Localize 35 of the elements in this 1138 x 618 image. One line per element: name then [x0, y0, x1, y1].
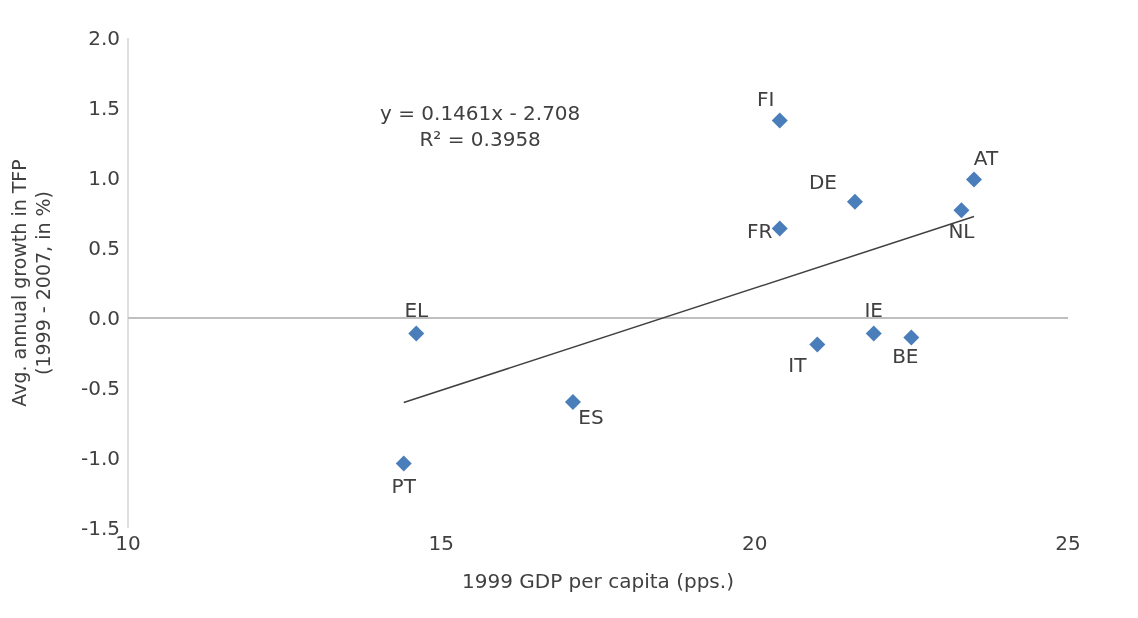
y-tick-label: 1.0 — [88, 166, 120, 191]
point — [903, 329, 920, 346]
x-axis-title: 1999 GDP per capita (pps.) — [462, 569, 734, 593]
y-tick-label: -1.0 — [80, 446, 120, 471]
y-tick-label: -0.5 — [80, 376, 120, 401]
point — [771, 220, 788, 237]
y-axis-title: Avg. annual growth in TFP (1999 - 2007, in %) — [8, 159, 54, 407]
annotation: NL — [948, 218, 976, 243]
point — [953, 202, 970, 219]
annotation: BE — [892, 344, 919, 369]
x-tick-label: 25 — [1055, 531, 1081, 556]
annotation: FI — [757, 87, 775, 112]
y-tick-label: 0.0 — [88, 306, 120, 331]
annotation: ES — [578, 404, 604, 429]
point — [865, 325, 882, 342]
annotation: EL — [404, 297, 430, 322]
annotation: y = 0.1461x - 2.708 R² = 0.3958 — [380, 100, 581, 152]
point — [846, 193, 863, 210]
y-tick-label: 2.0 — [88, 26, 120, 51]
annotation: AT — [973, 145, 999, 170]
y-tick-label: 0.5 — [88, 236, 120, 261]
annotation: IT — [788, 353, 808, 378]
annotation: DE — [808, 170, 837, 195]
point — [771, 112, 788, 129]
x-tick-label: 15 — [428, 531, 455, 556]
x-tick-label: 20 — [741, 531, 768, 556]
point — [564, 394, 581, 410]
point — [809, 336, 826, 353]
annotation: PT — [391, 474, 417, 499]
annotation: IE — [864, 297, 884, 322]
annotation: FR — [747, 218, 773, 243]
y-tick-label: 1.5 — [88, 96, 120, 121]
point — [408, 325, 425, 342]
point — [395, 455, 412, 472]
point — [966, 171, 982, 188]
